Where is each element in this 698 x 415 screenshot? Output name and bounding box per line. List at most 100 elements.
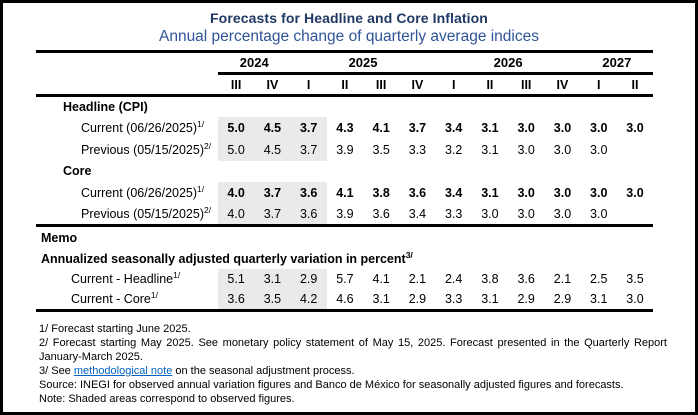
row-label-text: Current - Headline xyxy=(71,272,174,286)
value-cell: 4.0 xyxy=(218,203,255,226)
row-label: Previous (05/15/2025)2/ xyxy=(36,139,218,161)
value-cell: 4.1 xyxy=(336,185,354,200)
table-body: Headline (CPI) Current (06/26/2025)1/5.0 4… xyxy=(36,96,654,311)
value-cell: 3.0 xyxy=(590,206,608,221)
value-cell: 3.0 xyxy=(590,142,608,157)
quarter-header: I xyxy=(435,73,472,97)
row-label: Current - Core1/ xyxy=(36,290,218,311)
value-cell: 5.0 xyxy=(218,116,255,139)
row-label-text: Current - Core xyxy=(71,292,151,307)
value-cell: 5.1 xyxy=(218,268,255,290)
value-cell: 3.0 xyxy=(553,120,572,135)
value-cell: 4.1 xyxy=(372,272,390,286)
value-cell: 3.7 xyxy=(254,203,291,226)
row-label-text: Previous (05/15/2025) xyxy=(81,142,204,157)
value-cell: 4.3 xyxy=(336,120,354,135)
value-cell: 2.1 xyxy=(553,272,572,286)
table-subtitle: Annual percentage change of quarterly av… xyxy=(158,28,539,45)
year-row: 2024 2025 2026 2027 xyxy=(36,51,654,75)
value-cell: 3.5 xyxy=(254,289,291,311)
footnote-marker: 2/ xyxy=(204,204,212,215)
footnote-text: Source: INEGI for observed annual variat… xyxy=(39,378,624,391)
value-cell: 3.7 xyxy=(290,138,327,161)
value-cell: 4.6 xyxy=(336,292,354,307)
row-group-label: Core xyxy=(63,164,92,178)
value-cell: 3.0 xyxy=(517,206,535,221)
footnote-text: 3/ See xyxy=(39,364,74,377)
group-row: Headline (CPI) xyxy=(36,96,653,117)
value-cell: 3.1 xyxy=(481,120,499,135)
row-label: Current - Headline1/ xyxy=(36,269,218,290)
value-cell: 3.0 xyxy=(517,142,535,157)
row-label: Previous (05/15/2025)2/ xyxy=(36,204,218,226)
quarter-header: II xyxy=(471,73,509,97)
table-header: 2024 2025 2026 2027 III IV I II III IV I II III IV I II xyxy=(36,51,654,97)
value-cell: 3.0 xyxy=(626,292,644,307)
quarter-header: II xyxy=(326,73,364,97)
footnote-text: on the seasonal adjustment process. xyxy=(172,364,355,377)
footnote-line: 1/ Forecast starting June 2025. xyxy=(39,323,667,337)
value-cell: 3.8 xyxy=(481,272,499,286)
row-label-text: Previous (05/15/2025) xyxy=(81,206,204,221)
footnote-marker: 1/ xyxy=(150,290,158,301)
value-cell: 4.1 xyxy=(372,120,390,135)
value-cell: 3.2 xyxy=(444,142,463,157)
methodological-note-link[interactable]: methodological note xyxy=(73,364,173,377)
value-cell: 2.9 xyxy=(290,268,327,290)
table-row: Current (06/26/2025)1/5.0 4.5 3.7 4.3 4.1 3.7… xyxy=(36,116,653,139)
value-cell: 3.1 xyxy=(481,142,499,157)
table-title: Forecasts for Headline and Core Inflatio… xyxy=(210,10,488,26)
quarter-row: III IV I II III IV I II III IV I II xyxy=(36,73,654,97)
value-cell: 3.6 xyxy=(290,181,327,204)
value-cell: 3.6 xyxy=(372,206,390,221)
quarter-header: IV xyxy=(399,73,436,97)
value-cell: 3.0 xyxy=(553,206,572,221)
value-cell: 4.2 xyxy=(290,289,327,311)
corner-cell xyxy=(36,52,218,74)
value-cell: 3.1 xyxy=(254,268,291,290)
row-label-text: Current (06/26/2025) xyxy=(81,120,198,135)
value-cell: 3.7 xyxy=(254,181,291,204)
value-cell: 3.0 xyxy=(626,185,644,200)
value-cell: 3.0 xyxy=(626,120,644,135)
footnote-marker: 1/ xyxy=(197,118,205,129)
row-label-text: Annualized seasonally adjusted quarterly… xyxy=(41,251,406,266)
value-cell: 3.1 xyxy=(590,292,608,307)
quarter-header: IV xyxy=(254,73,291,97)
value-cell: 3.9 xyxy=(336,142,354,157)
footnote-line: Source: INEGI for observed annual variat… xyxy=(39,379,667,393)
value-cell: 3.6 xyxy=(218,289,255,311)
memo-label: Memo xyxy=(36,224,654,249)
value-cell: 3.3 xyxy=(444,206,463,221)
table-row: Current - Headline1/5.1 3.1 2.9 5.7 4.1 2.1 2.… xyxy=(36,268,653,290)
value-cell: 2.9 xyxy=(408,292,427,307)
quarter-header: I xyxy=(580,73,617,97)
value-cell: 3.3 xyxy=(408,142,427,157)
value-cell: 4.5 xyxy=(254,138,291,161)
quarter-header: II xyxy=(616,73,654,97)
year-header: 2026 xyxy=(435,51,581,75)
value-cell: 3.1 xyxy=(372,292,390,307)
year-header: 2025 xyxy=(290,51,436,75)
value-cell: 3.6 xyxy=(517,272,535,286)
table-row: Previous (05/15/2025)2/5.0 4.5 3.7 3.9 3.5 3.… xyxy=(36,138,653,161)
quarter-header: I xyxy=(290,73,327,97)
footnote-line: 2/ Forecast starting May 2025. See monet… xyxy=(39,337,667,365)
value-cell xyxy=(617,139,653,161)
value-cell: 4.5 xyxy=(254,116,291,139)
value-cell: 3.0 xyxy=(481,206,499,221)
value-cell: 3.1 xyxy=(481,292,499,307)
memo-head-row: Memo xyxy=(36,224,654,249)
value-cell: 5.0 xyxy=(218,138,255,161)
footnote-text: 1/ Forecast starting June 2025. xyxy=(39,323,191,335)
value-cell: 3.9 xyxy=(336,206,354,221)
value-cell: 2.5 xyxy=(590,272,608,286)
value-cell: 3.0 xyxy=(553,142,572,157)
quarter-header: III xyxy=(508,73,545,97)
corner-cell xyxy=(36,73,218,97)
value-cell: 4.0 xyxy=(218,181,255,204)
year-header: 2027 xyxy=(580,51,654,75)
row-label-text: Current (06/26/2025) xyxy=(81,185,198,200)
value-cell: 3.4 xyxy=(444,120,463,135)
table-row: Previous (05/15/2025)2/4.0 3.7 3.6 3.9 3.6 3.… xyxy=(36,203,653,226)
